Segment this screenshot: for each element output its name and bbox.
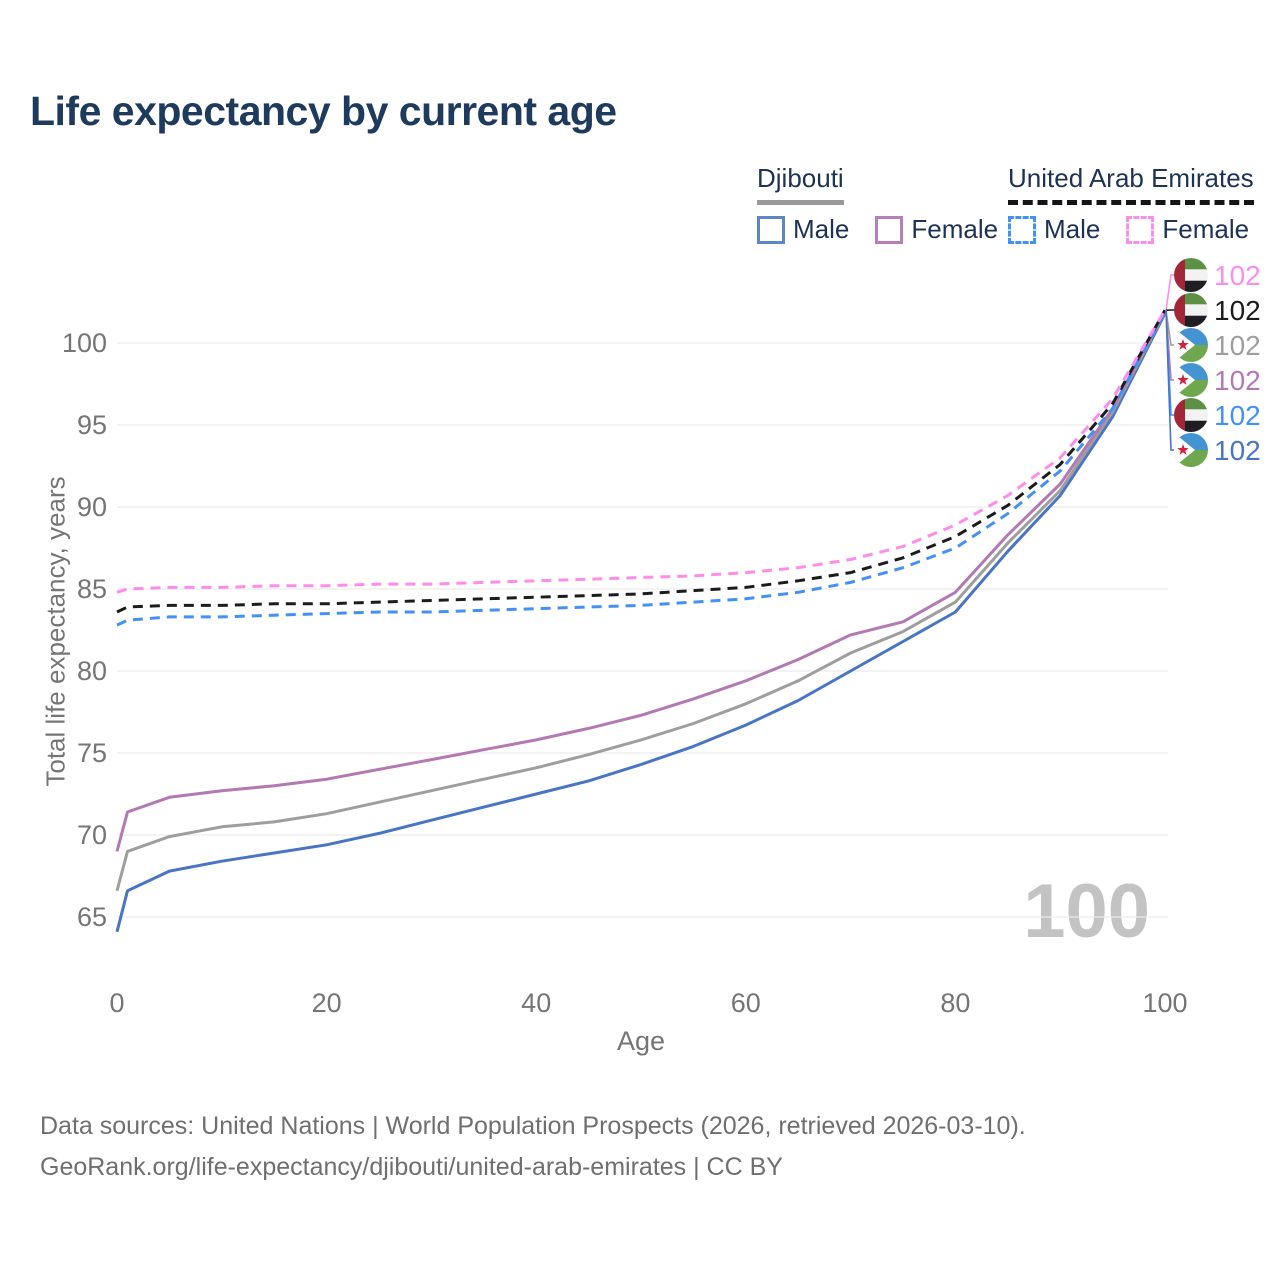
x-tick-label: 100 — [1142, 988, 1187, 1018]
legend-title-uae[interactable]: United Arab Emirates — [1008, 163, 1254, 205]
age-counter-watermark: 100 — [1023, 869, 1150, 954]
footer: Data sources: United Nations | World Pop… — [40, 1106, 1026, 1188]
djibouti-female-swatch-icon — [875, 215, 904, 244]
uae-male-swatch-icon — [1008, 215, 1036, 244]
y-tick-label: 90 — [77, 492, 107, 522]
series-line-djibouti-total — [115, 311, 1167, 892]
attribution-line: GeoRank.org/life-expectancy/djibouti/uni… — [40, 1153, 783, 1181]
x-tick-label: 80 — [940, 988, 970, 1018]
y-tick-label: 70 — [77, 820, 107, 850]
legend-group-djibouti: Djibouti Male Female — [757, 163, 998, 245]
end-value-label: 102 — [1214, 294, 1261, 326]
end-label-row: 102 — [1174, 433, 1261, 468]
end-value-label: 102 — [1214, 364, 1261, 396]
djibouti-flag-icon — [1174, 363, 1208, 397]
legend-item-djibouti-female[interactable]: Female — [875, 214, 998, 245]
x-tick-label: 40 — [521, 988, 551, 1018]
x-axis-title: Age — [616, 1026, 666, 1056]
uae-female-swatch-icon — [1126, 215, 1155, 244]
legend-label: Male — [793, 214, 850, 244]
uae-flag-icon — [1174, 398, 1208, 432]
legend-item-uae-male[interactable]: Male — [1008, 214, 1100, 245]
legend-items-djibouti: Male Female — [757, 214, 998, 245]
djibouti-flag-icon — [1174, 328, 1208, 362]
end-value-label: 102 — [1214, 329, 1261, 361]
end-label-row: 102 — [1174, 363, 1261, 398]
series-line-united-arab-emirates-female — [116, 309, 1167, 594]
x-tick-label: 0 — [109, 988, 124, 1018]
y-tick-label: 85 — [77, 574, 107, 604]
y-tick-label: 75 — [77, 738, 107, 768]
legend-label: Female — [911, 214, 999, 244]
end-label-row: 102 — [1174, 398, 1261, 433]
end-label-row: 102 — [1174, 293, 1261, 328]
end-label-row: 102 — [1174, 258, 1261, 293]
series-line-djibouti-female — [115, 309, 1167, 852]
legend-item-uae-female[interactable]: Female — [1126, 214, 1249, 245]
end-value-label: 102 — [1214, 434, 1261, 466]
series-line-united-arab-emirates-male — [116, 311, 1167, 627]
legend-label: Female — [1162, 214, 1250, 244]
series-line-united-arab-emirates-total — [116, 309, 1167, 614]
legend-title-djibouti[interactable]: Djibouti — [757, 163, 844, 205]
legend-items-uae: Male Female — [1008, 214, 1254, 245]
uae-flag-icon — [1174, 258, 1208, 292]
legend-group-uae: United Arab Emirates Male Female — [1008, 163, 1254, 245]
djibouti-male-swatch-icon — [757, 215, 785, 244]
x-tick-label: 60 — [731, 988, 761, 1018]
uae-flag-icon — [1174, 293, 1208, 327]
end-label-row: 102 — [1174, 328, 1261, 363]
legend-item-djibouti-male[interactable]: Male — [757, 214, 849, 245]
y-tick-label: 100 — [62, 328, 107, 358]
end-value-label: 102 — [1214, 259, 1261, 291]
y-tick-label: 95 — [77, 410, 107, 440]
x-tick-label: 20 — [312, 988, 342, 1018]
y-axis-title: Total life expectancy, years — [40, 476, 71, 787]
data-source-line: Data sources: United Nations | World Pop… — [40, 1112, 1026, 1140]
end-value-label: 102 — [1214, 399, 1261, 431]
page-title: Life expectancy by current age — [30, 88, 617, 134]
djibouti-flag-icon — [1174, 433, 1208, 467]
y-tick-label: 65 — [77, 902, 107, 932]
y-tick-label: 80 — [77, 656, 107, 686]
legend-label: Male — [1044, 214, 1101, 244]
series-line-djibouti-male — [115, 312, 1167, 933]
